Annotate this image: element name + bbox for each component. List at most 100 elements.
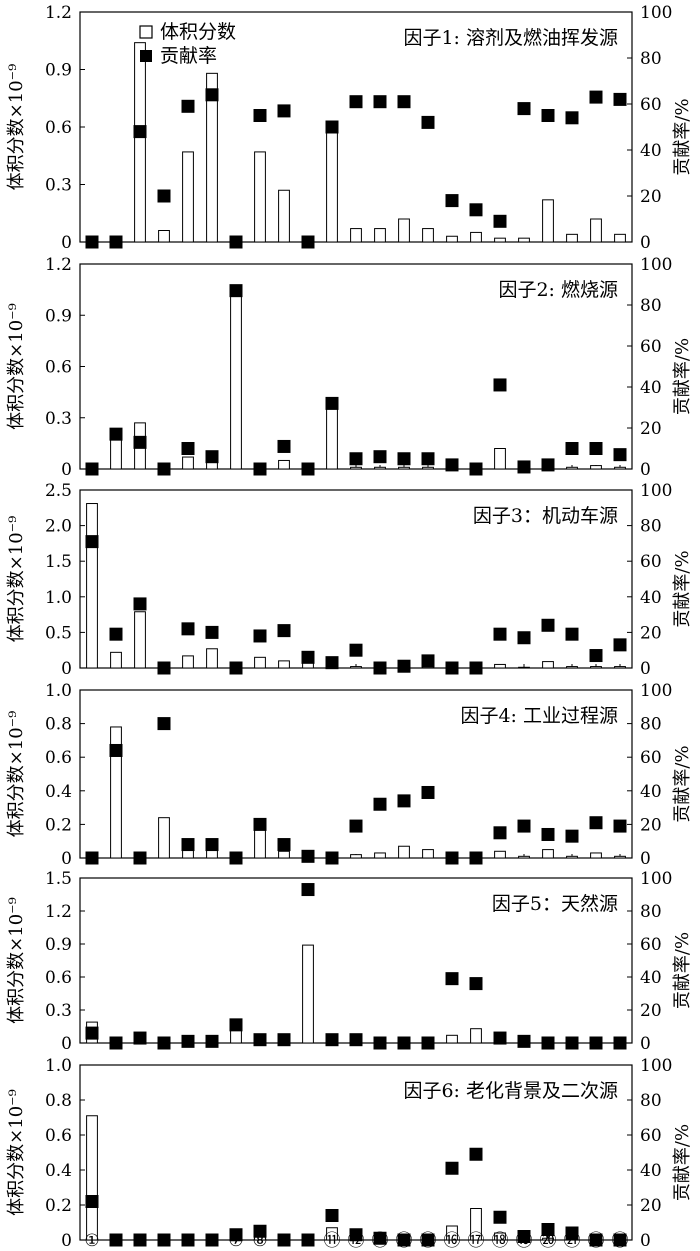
left-tick-label: 1.5 (45, 552, 72, 572)
contribution-marker (133, 1031, 147, 1045)
panel-4: 0 0.2 0.4 0.6 0.8 1.0 0 20 40 60 80 100 因子4: 工业过程源 体积… (6, 681, 693, 869)
left-tick-label: 0.4 (45, 1161, 72, 1181)
right-tick-label: 60 (640, 337, 662, 357)
category-label: ⑯ (444, 1231, 461, 1251)
contribution-marker (517, 631, 531, 645)
right-tick-label: 100 (640, 481, 672, 501)
volume-fraction-bar (374, 228, 386, 243)
right-tick-label: 80 (640, 902, 662, 922)
contribution-marker (517, 1230, 531, 1243)
category-label: ⑳ (540, 1231, 557, 1251)
volume-fraction-bar (350, 666, 362, 669)
contribution-marker (205, 625, 219, 639)
category-label: ② (108, 1231, 123, 1251)
volume-fraction-bar (182, 456, 194, 470)
contribution-marker (469, 203, 483, 217)
volume-fraction-bar (470, 1208, 482, 1241)
contribution-marker (229, 851, 243, 865)
volume-fraction-bar (494, 663, 506, 669)
volume-fraction-bar (206, 648, 218, 669)
contribution-marker (325, 1033, 339, 1047)
category-label: ⑲ (516, 1231, 533, 1251)
contribution-marker (157, 189, 171, 203)
contribution-marker (205, 88, 219, 102)
category-label: ⑮ (420, 1231, 437, 1251)
volume-fraction-bar (86, 503, 98, 669)
right-tick-label: 40 (640, 968, 662, 988)
panel-title: 因子5：天然源 (492, 893, 618, 915)
volume-fraction-bar (134, 611, 146, 669)
panel-2: 0 0.3 0.6 0.9 1.2 0 20 40 60 80 100 因子2: 燃烧源体积分数×10… (6, 255, 693, 480)
right-tick-label: 20 (640, 419, 662, 439)
category-label: ㉒ (588, 1231, 605, 1251)
contribution-marker (541, 618, 555, 632)
volume-fraction-bar (422, 228, 434, 243)
contribution-marker (181, 99, 195, 113)
contribution-marker (565, 442, 579, 455)
right-tick-label: 20 (640, 1001, 662, 1021)
contribution-marker (277, 104, 291, 118)
contribution-marker (373, 450, 387, 464)
contribution-marker (277, 838, 291, 852)
legend-marker-swatch (140, 50, 152, 62)
contribution-marker (133, 1233, 147, 1247)
left-tick-label: 0.6 (45, 748, 72, 768)
volume-fraction-bar (374, 466, 386, 470)
contribution-marker (325, 396, 339, 410)
right-axis-label: 贡献率/% (672, 1124, 693, 1201)
right-tick-label: 40 (640, 141, 662, 161)
contribution-marker (85, 1195, 99, 1208)
panel-3: 0 0.5 1.0 1.5 2.0 2.5 0 20 40 60 80 100 因子3：机动车源体积分数… (6, 481, 693, 679)
left-tick-label: 1.0 (45, 1056, 72, 1076)
panel-title: 因子6: 老化背景及二次源 (403, 1080, 618, 1102)
volume-fraction-bar (254, 151, 266, 243)
left-tick-label: 0.8 (45, 715, 72, 735)
contribution-marker (493, 1031, 507, 1045)
left-tick-label: 1.2 (45, 3, 72, 23)
contribution-marker (85, 1026, 99, 1040)
contribution-marker (157, 1233, 171, 1247)
volume-fraction-bar (182, 655, 194, 669)
contribution-marker (253, 1224, 267, 1238)
category-label: ⑭ (396, 1231, 413, 1251)
volume-fraction-bar (254, 827, 266, 859)
right-tick-label: 0 (640, 849, 651, 869)
volume-fraction-bar (182, 151, 194, 243)
volume-fraction-bar (542, 1237, 554, 1241)
volume-fraction-bar (446, 1225, 458, 1241)
contribution-marker (301, 1233, 315, 1247)
contribution-marker (109, 235, 123, 249)
volume-fraction-bar (590, 218, 602, 243)
right-axis-label: 贡献率/% (672, 338, 693, 415)
contribution-marker (229, 661, 243, 675)
contribution-marker (349, 1033, 363, 1047)
contribution-marker (229, 284, 243, 298)
contribution-marker (109, 743, 123, 757)
contribution-marker (589, 1036, 603, 1050)
contribution-marker (133, 125, 147, 139)
contribution-marker (613, 819, 627, 833)
volume-fraction-bar (86, 1115, 98, 1241)
volume-fraction-bar (446, 235, 458, 243)
left-axis-label: 体积分数×10⁻⁹ (6, 64, 27, 191)
contribution-marker (373, 1231, 387, 1245)
right-tick-label: 40 (640, 378, 662, 398)
volume-fraction-bar (590, 465, 602, 470)
contribution-marker (205, 450, 219, 464)
contribution-marker (109, 1233, 123, 1247)
contribution-marker (349, 452, 363, 466)
right-tick-label: 0 (640, 460, 651, 480)
volume-fraction-bar (542, 849, 554, 859)
contribution-marker (133, 597, 147, 611)
left-tick-label: 0 (61, 659, 72, 679)
contribution-marker (565, 829, 579, 843)
contribution-marker (325, 1209, 339, 1222)
right-tick-label: 80 (640, 715, 662, 735)
contribution-marker (277, 439, 291, 453)
volume-fraction-bar (566, 855, 578, 859)
contribution-marker (301, 849, 315, 863)
volume-fraction-bar (398, 466, 410, 470)
volume-fraction-bar (158, 817, 170, 859)
